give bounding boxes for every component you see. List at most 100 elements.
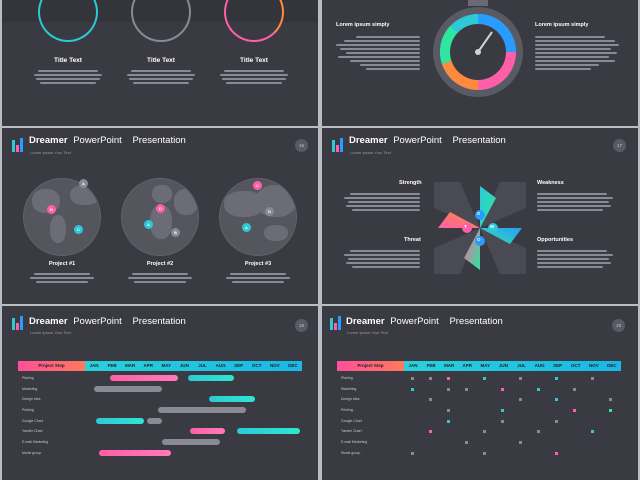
marker [591, 430, 594, 433]
month-sep: SEP [234, 363, 244, 368]
marker [609, 398, 612, 401]
table-row: Movie group [337, 449, 621, 458]
gantt-bar-printing[interactable] [158, 407, 246, 413]
months-header: JAN FEB MAR APR MAY JUN JUL AUG SEP OCT … [85, 361, 302, 371]
marker [555, 420, 558, 423]
slide-3[interactable]: Dreamer PowerPoint Presentation Lorem Ip… [2, 128, 318, 304]
gantt-bar-email[interactable] [162, 439, 220, 445]
gantt-bar-design[interactable] [209, 396, 255, 402]
marker [465, 441, 468, 444]
table-row: Marketing [18, 385, 302, 394]
row-label: Design idea [341, 397, 360, 401]
page-badge: 19 [612, 319, 625, 332]
month-oct: OCT [251, 363, 262, 368]
marker [483, 452, 486, 455]
gantt-bar-yander-2[interactable] [237, 428, 300, 434]
marker [555, 398, 558, 401]
logo-bars-icon [12, 314, 26, 330]
product-name: PowerPoint [73, 135, 122, 146]
month-mar: MAR [444, 363, 455, 368]
page-badge: 17 [613, 139, 626, 152]
globe-2 [121, 178, 199, 256]
swot-letter-w: W [490, 224, 495, 229]
pin-a2-icon[interactable]: A [144, 220, 153, 229]
marker [555, 452, 558, 455]
pin-a3-icon[interactable]: A [242, 223, 251, 232]
pin-c2-icon[interactable]: C [253, 181, 262, 190]
slide-1[interactable]: Title Text Title Text Title Text [2, 0, 318, 126]
project-step-header: Project Step [18, 361, 85, 371]
month-apr: APR [462, 363, 473, 368]
gantt-bar-google[interactable] [96, 418, 144, 424]
gantt-bar-planing[interactable] [110, 375, 178, 381]
ring-1-icon [38, 0, 98, 42]
presentation-word: Presentation [449, 316, 503, 327]
swot-letter-o: O [477, 237, 481, 242]
row-label: Printing [341, 408, 353, 412]
month-jan: JAN [89, 363, 99, 368]
slide-4[interactable]: Dreamer PowerPoint Presentation Lorem Ip… [322, 128, 638, 304]
project-step-header: Project Step [337, 361, 404, 371]
slide-subtitle: Lorem Ipsum Your Text [30, 330, 71, 335]
marker [411, 388, 414, 391]
marker [537, 388, 540, 391]
table-row: Movie group [18, 449, 302, 458]
pin-c-icon[interactable]: C [74, 225, 83, 234]
slide-subtitle: Lorem Ipsum Your Text [30, 150, 71, 155]
pin-d2-icon[interactable]: D [265, 207, 274, 216]
marker [501, 409, 504, 412]
table-row: Planing [337, 374, 621, 383]
row-label: Yander Chart [22, 429, 43, 433]
row-label: Marketing [341, 387, 357, 391]
gantt-bar-movie[interactable] [99, 450, 171, 456]
swot-pinwheel-icon [434, 182, 526, 274]
pin-d-icon[interactable]: D [156, 204, 165, 213]
row-label: Movie group [22, 451, 42, 455]
month-jun: JUN [498, 363, 508, 368]
marker [465, 388, 468, 391]
month-sep: SEP [553, 363, 563, 368]
item-2-title: Title Text [147, 57, 175, 64]
slide-subtitle: Lorem Ipsum Your Text [347, 330, 388, 335]
gantt-bar-marketing[interactable] [94, 386, 162, 392]
month-feb: FEB [426, 363, 436, 368]
row-label: Google Chart [341, 419, 362, 423]
slide-title: Dreamer PowerPoint Presentation [346, 316, 503, 327]
threat-label: Threat [404, 237, 421, 243]
month-jun: JUN [179, 363, 189, 368]
pin-b2-icon[interactable]: B [171, 228, 180, 237]
gantt-header: Project Step JAN FEB MAR APR MAY JUN JUL… [337, 361, 621, 371]
marker [411, 452, 414, 455]
row-label: Marketing [22, 387, 38, 391]
swot-letter-t: T [464, 224, 467, 229]
slide-2[interactable]: Lorem ipsum simply Lorem ipsum simply [322, 0, 638, 126]
slide-subtitle: Lorem Ipsum Your Text [350, 150, 391, 155]
marker [519, 377, 522, 380]
pin-b-icon[interactable]: B [47, 205, 56, 214]
row-label: Movie group [341, 451, 361, 455]
opportunities-label: Opportunities [537, 237, 574, 243]
gantt-bar-yander[interactable] [190, 428, 225, 434]
item-1-title: Title Text [54, 57, 82, 64]
row-label: Planing [341, 376, 353, 380]
swot-letter-s: S [477, 211, 481, 216]
slide-5[interactable]: Dreamer PowerPoint Presentation Lorem Ip… [2, 306, 318, 480]
month-oct: OCT [570, 363, 581, 368]
slide-title: Dreamer PowerPoint Presentation [29, 316, 186, 327]
pin-a-icon[interactable]: A [79, 179, 88, 188]
row-label: E-mail Marketing [341, 440, 368, 444]
marker [429, 430, 432, 433]
project-3-title: Project #3 [244, 261, 272, 267]
gantt-bar-planing-2[interactable] [188, 375, 234, 381]
right-heading: Lorem ipsum simply [535, 22, 589, 28]
slide-6[interactable]: Dreamer PowerPoint Presentation Lorem Ip… [322, 306, 638, 480]
ring-3-icon [224, 0, 284, 42]
item-3-title: Title Text [240, 57, 268, 64]
logo-bars-icon [330, 314, 344, 330]
table-row: Design idea [18, 395, 302, 404]
gantt-header: Project Step JAN FEB MAR APR MAY JUN JUL… [18, 361, 302, 371]
gantt-bar-google-2[interactable] [147, 418, 162, 424]
ring-2-icon [131, 0, 191, 42]
month-jul: JUL [198, 363, 207, 368]
brand-name: Dreamer [349, 135, 388, 146]
